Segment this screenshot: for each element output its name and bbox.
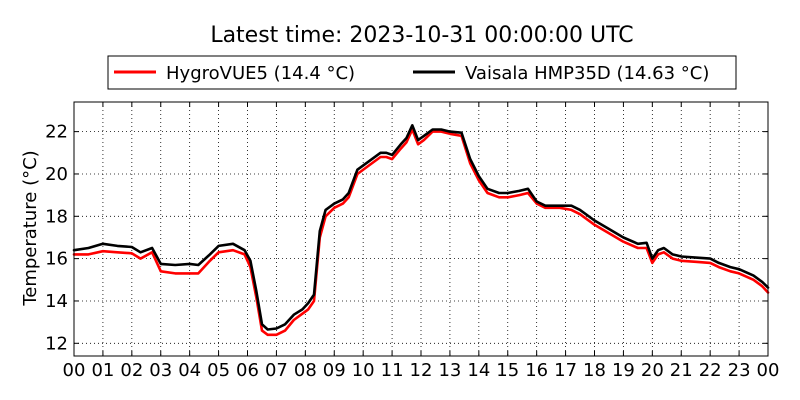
x-tick-label: 17 — [554, 360, 577, 381]
series-line-hygrovue5 — [72, 128, 770, 337]
x-tick-label: 00 — [757, 360, 780, 381]
x-tick-label: 01 — [91, 360, 114, 381]
y-tick-label: 14 — [45, 291, 68, 312]
y-tick-label: 20 — [45, 164, 68, 185]
x-tick-label: 22 — [699, 360, 722, 381]
x-tick-label: 16 — [525, 360, 548, 381]
x-tick-label: 21 — [670, 360, 693, 381]
series-layer — [72, 124, 770, 337]
x-tick-label: 05 — [207, 360, 230, 381]
x-tick-label: 20 — [641, 360, 664, 381]
x-tick-label: 07 — [265, 360, 288, 381]
x-tick-label: 06 — [236, 360, 259, 381]
ticks: 00 01 02 03 04 05 06 07 08 09 10 11 12 13 14 15 16 17 18 19… — [45, 102, 779, 381]
y-tick-label: 16 — [45, 249, 68, 270]
x-tick-label: 15 — [496, 360, 519, 381]
legend: HygroVUE5 (14.4 °C) Vaisala HMP35D (14.6… — [107, 55, 737, 90]
legend-label-vaisala: Vaisala HMP35D (14.63 °C) — [465, 63, 709, 84]
x-tick-label: 23 — [728, 360, 751, 381]
x-tick-label: 13 — [438, 360, 461, 381]
y-tick-label: 22 — [45, 122, 68, 143]
legend-label-hygrovue5: HygroVUE5 (14.4 °C) — [166, 63, 355, 84]
x-tick-label: 03 — [149, 360, 172, 381]
x-tick-label: 10 — [352, 360, 375, 381]
x-tick-label: 14 — [467, 360, 490, 381]
y-tick-label: 12 — [45, 333, 68, 354]
x-tick-label: 18 — [583, 360, 606, 381]
x-tick-label: 08 — [294, 360, 317, 381]
x-tick-label: 09 — [323, 360, 346, 381]
x-tick-label: 12 — [410, 360, 433, 381]
series-line-vaisala — [72, 124, 770, 331]
y-axis-label: Temperature (°C) — [20, 150, 41, 306]
y-tick-label: 18 — [45, 206, 68, 227]
x-tick-label: 11 — [381, 360, 404, 381]
x-tick-label: 02 — [120, 360, 143, 381]
plot-area-frame — [73, 101, 769, 357]
grid — [74, 102, 768, 356]
x-tick-label: 00 — [63, 360, 86, 381]
x-tick-label: 19 — [612, 360, 635, 381]
x-tick-label: 04 — [178, 360, 201, 381]
chart-title: Latest time: 2023-10-31 00:00:00 UTC — [210, 23, 633, 48]
